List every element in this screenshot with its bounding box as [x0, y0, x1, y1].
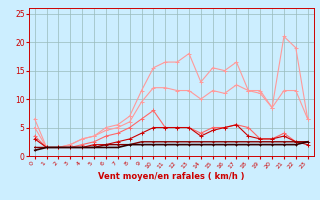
X-axis label: Vent moyen/en rafales ( km/h ): Vent moyen/en rafales ( km/h ): [98, 172, 244, 181]
